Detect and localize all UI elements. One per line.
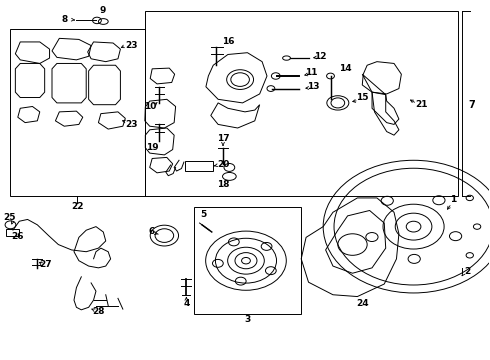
Text: 24: 24 [356,299,368,308]
Text: 6: 6 [148,228,154,237]
Text: 27: 27 [39,260,52,269]
Text: 22: 22 [71,202,84,211]
Text: 3: 3 [245,315,250,324]
Text: 10: 10 [144,102,156,111]
Text: 8: 8 [61,15,67,24]
Bar [145,12,458,196]
Text: 25: 25 [3,213,16,222]
Text: 12: 12 [315,52,327,61]
Text: 18: 18 [217,180,229,189]
Text: 26: 26 [12,232,24,241]
Text: 13: 13 [307,82,319,91]
Text: 16: 16 [221,37,234,46]
Text: 14: 14 [339,64,351,73]
Bar [10,30,145,196]
Text: 1: 1 [449,195,456,204]
Text: 2: 2 [464,267,470,276]
Text: 23: 23 [125,120,138,129]
Text: 11: 11 [305,68,317,77]
Bar [5,229,19,235]
Bar [194,207,301,315]
Text: 17: 17 [217,134,229,143]
Bar [185,161,213,171]
Text: 20: 20 [217,160,229,169]
Text: 9: 9 [99,6,105,15]
Text: 7: 7 [469,100,476,110]
Text: 5: 5 [200,210,206,219]
Text: 23: 23 [125,41,138,50]
Text: 28: 28 [92,307,105,316]
Text: 4: 4 [183,299,190,308]
Text: 15: 15 [356,93,368,102]
Text: 21: 21 [416,100,428,109]
Text: 19: 19 [146,143,158,152]
